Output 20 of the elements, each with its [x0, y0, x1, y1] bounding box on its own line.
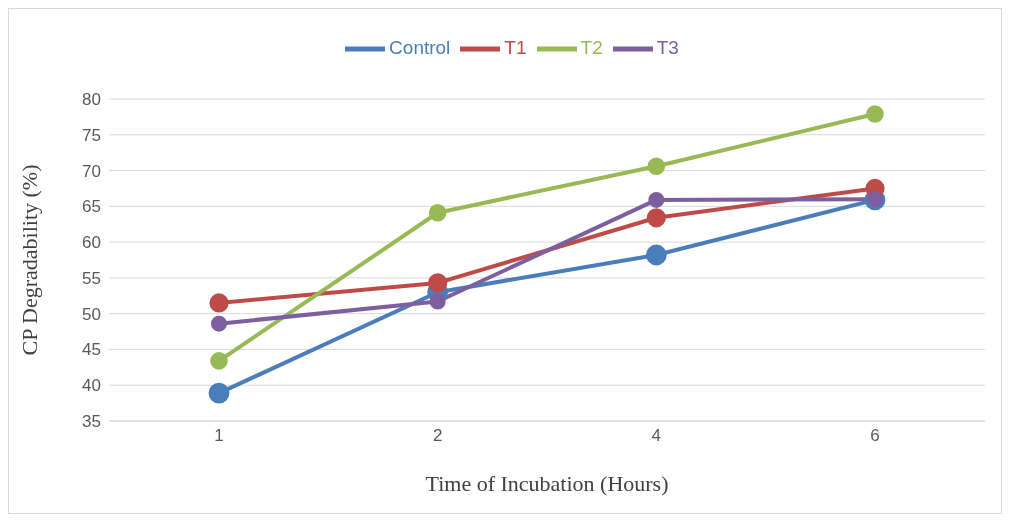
y-tick-label: 35 [82, 412, 101, 432]
legend-label: T1 [504, 37, 527, 59]
y-tick-label: 80 [82, 90, 101, 110]
y-tick-label: 75 [82, 125, 101, 145]
x-tick-label: 1 [214, 426, 224, 446]
y-tick-label: 60 [82, 233, 101, 253]
x-tick-label: 6 [870, 426, 880, 446]
legend-label: T2 [580, 37, 603, 59]
y-tick-label: 65 [82, 197, 101, 217]
y-tick-label: 55 [82, 268, 101, 288]
legend-label: T3 [656, 37, 679, 59]
x-tick-label: 2 [432, 426, 443, 446]
y-tick-label: 45 [82, 340, 101, 360]
y-axis-title: CP Degradability (%) [16, 164, 42, 356]
x-axis-title: Time of Incubation (Hours) [425, 471, 669, 496]
y-tick-label: 40 [82, 376, 101, 396]
x-tick-label: 4 [651, 426, 662, 446]
y-tick-label: 70 [82, 161, 101, 181]
y-tick-label: 50 [82, 304, 101, 324]
legend-label: Control [389, 37, 451, 59]
